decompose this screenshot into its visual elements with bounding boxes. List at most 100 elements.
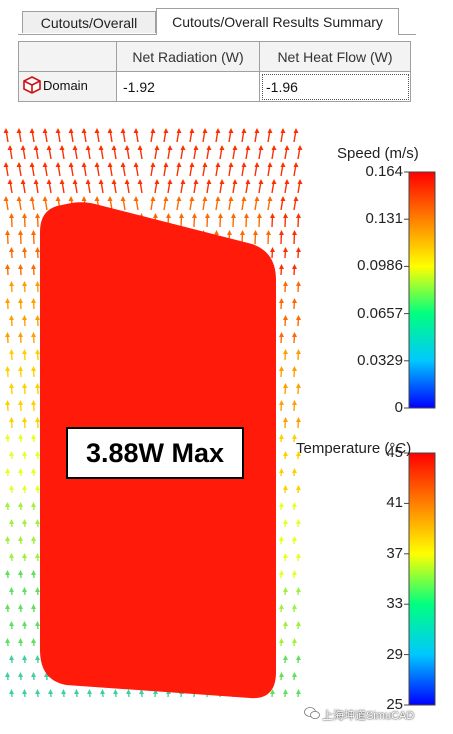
velocity-arrow bbox=[31, 638, 36, 647]
velocity-arrow bbox=[270, 689, 275, 698]
velocity-arrow bbox=[283, 519, 288, 528]
velocity-arrow bbox=[283, 621, 288, 630]
net-radiation-value[interactable]: -1.92 bbox=[116, 71, 260, 102]
tab-cutouts-overall[interactable]: Cutouts/Overall bbox=[22, 11, 156, 33]
velocity-arrow bbox=[279, 536, 284, 545]
velocity-arrow bbox=[179, 213, 184, 228]
velocity-arrow bbox=[5, 604, 10, 613]
velocity-arrow bbox=[81, 162, 87, 177]
velocity-arrow bbox=[18, 298, 23, 310]
velocity-arrow bbox=[7, 145, 13, 160]
velocity-arrow bbox=[94, 162, 100, 177]
velocity-arrow bbox=[9, 519, 14, 528]
table-corner-cell bbox=[18, 41, 117, 72]
table-row[interactable]: Domain -1.92 -1.96 bbox=[18, 71, 411, 102]
velocity-arrow bbox=[150, 162, 156, 177]
velocity-arrow bbox=[257, 213, 262, 228]
velocity-arrow bbox=[18, 230, 23, 245]
velocity-arrow bbox=[3, 196, 9, 211]
velocity-arrow bbox=[31, 434, 36, 443]
velocity-arrow bbox=[283, 553, 288, 562]
velocity-arrow bbox=[9, 281, 14, 293]
velocity-arrow bbox=[126, 689, 131, 698]
velocity-arrow bbox=[139, 689, 144, 698]
column-header-net-radiation[interactable]: Net Radiation (W) bbox=[116, 41, 260, 72]
net-heat-flow-value[interactable]: -1.96 bbox=[259, 71, 411, 102]
velocity-arrow bbox=[280, 196, 286, 211]
results-panel: Cutouts/Overall Cutouts/Overall Results … bbox=[18, 8, 416, 108]
velocity-arrow bbox=[283, 349, 288, 361]
velocity-arrow bbox=[283, 417, 288, 429]
velocity-arrow bbox=[107, 196, 113, 211]
velocity-arrow bbox=[9, 587, 14, 596]
velocity-arrow bbox=[279, 332, 284, 344]
velocity-arrow bbox=[22, 247, 27, 259]
velocity-arrow bbox=[42, 128, 48, 143]
velocity-arrow bbox=[193, 179, 199, 194]
velocity-arrow bbox=[35, 315, 40, 327]
temperature-tick-label: 45 bbox=[386, 444, 403, 461]
velocity-arrow bbox=[16, 196, 22, 211]
velocity-arrow bbox=[85, 179, 91, 194]
velocity-arrow bbox=[189, 162, 195, 177]
temperature-tick-label: 25 bbox=[386, 696, 403, 713]
velocity-arrow bbox=[9, 383, 14, 395]
velocity-arrow bbox=[48, 689, 53, 698]
velocity-arrow bbox=[35, 247, 40, 259]
velocity-arrow bbox=[180, 145, 186, 160]
velocity-arrow bbox=[280, 162, 286, 177]
velocity-arrow bbox=[42, 162, 48, 177]
velocity-arrow bbox=[296, 485, 301, 494]
velocity-arrow bbox=[292, 536, 297, 545]
row-label-domain: Domain bbox=[43, 77, 88, 93]
velocity-arrow bbox=[31, 672, 36, 681]
velocity-arrow bbox=[292, 264, 297, 276]
velocity-arrow bbox=[202, 196, 208, 211]
velocity-arrow bbox=[150, 196, 156, 211]
velocity-arrow bbox=[22, 485, 27, 494]
velocity-arrow bbox=[232, 179, 238, 194]
velocity-arrow bbox=[22, 417, 27, 429]
velocity-arrow bbox=[267, 162, 273, 177]
velocity-arrow bbox=[193, 145, 199, 160]
velocity-arrow bbox=[206, 179, 212, 194]
velocity-arrow bbox=[18, 366, 23, 378]
velocity-arrow bbox=[202, 162, 208, 177]
velocity-arrow bbox=[292, 638, 297, 647]
velocity-arrow bbox=[292, 400, 297, 412]
velocity-arrow bbox=[31, 298, 36, 310]
row-header-domain[interactable]: Domain bbox=[18, 71, 117, 102]
velocity-arrow bbox=[3, 128, 9, 143]
velocity-arrow bbox=[176, 196, 182, 211]
velocity-arrow bbox=[22, 655, 27, 664]
velocity-arrow bbox=[296, 247, 301, 259]
velocity-arrow bbox=[16, 162, 22, 177]
velocity-arrow bbox=[100, 689, 105, 698]
velocity-arrow bbox=[258, 179, 264, 194]
velocity-arrow bbox=[202, 128, 208, 143]
speed-tick-label: 0.0986 bbox=[357, 257, 403, 275]
simulation-plot: 3.88W Max Speed (m/s) 0.164 0.131 0.0986 0.… bbox=[0, 120, 453, 734]
velocity-arrow bbox=[296, 383, 301, 395]
speed-colorbar bbox=[408, 171, 436, 409]
velocity-arrow bbox=[279, 366, 284, 378]
velocity-arrow bbox=[292, 468, 297, 477]
velocity-arrow bbox=[18, 332, 23, 344]
velocity-arrow bbox=[163, 162, 169, 177]
column-header-net-heat-flow[interactable]: Net Heat Flow (W) bbox=[259, 41, 411, 72]
velocity-arrow bbox=[241, 196, 247, 211]
velocity-arrow bbox=[192, 213, 197, 228]
velocity-arrow bbox=[29, 128, 35, 143]
max-power-callout: 3.88W Max bbox=[66, 427, 244, 479]
velocity-arrow bbox=[292, 570, 297, 579]
velocity-arrow bbox=[215, 128, 221, 143]
velocity-arrow bbox=[279, 604, 284, 613]
tab-cutouts-overall-results-summary[interactable]: Cutouts/Overall Results Summary bbox=[156, 8, 399, 35]
velocity-arrow bbox=[61, 689, 66, 698]
velocity-arrow bbox=[120, 162, 126, 177]
velocity-arrow bbox=[120, 196, 126, 211]
velocity-arrow bbox=[283, 315, 288, 327]
velocity-arrow bbox=[31, 366, 36, 378]
velocity-arrow bbox=[180, 179, 186, 194]
velocity-arrow bbox=[283, 247, 288, 259]
